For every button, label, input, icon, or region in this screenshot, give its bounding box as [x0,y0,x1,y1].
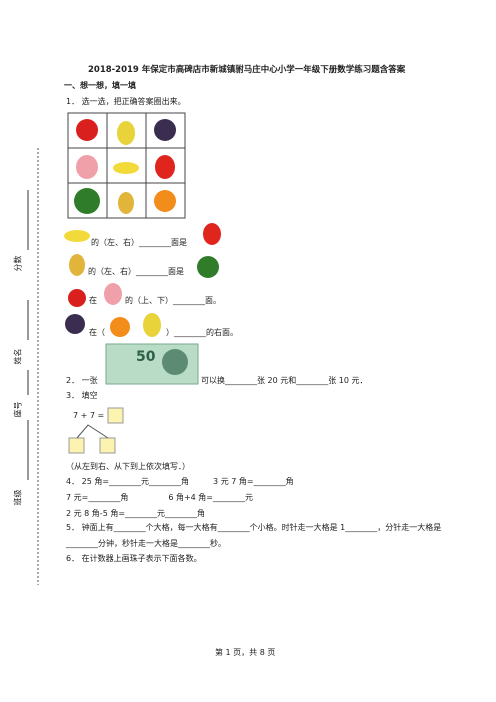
side-label: 班级 [13,489,23,506]
side-label: 姓名 [13,348,23,365]
question: 6． 在计数器上画珠子表示下面各数。 [66,554,202,563]
question: 5． 钟面上有________个大格，每一大格有________个小格。时针走一… [66,523,442,532]
section-heading: 一、想一想，填一填 [64,81,136,90]
question: 2 元 8 角-5 角=________元________角 [66,509,206,518]
side-label: 分数 [13,255,23,272]
question-line: 的（左、右）________面是 [88,267,184,276]
fruit-grid [67,112,186,219]
equation: 7 + 7 = [73,411,105,420]
question: 1． 选一选，把正确答案圈出来。 [66,97,186,106]
answer-boxes [68,407,124,454]
question-line: 的（上、下）________面。 [125,296,221,305]
note: （从左到右、从下到上依次填写．） [66,462,190,471]
fruit-icons [64,119,221,337]
question: 7 元=________角 6 角+4 角=________元 [66,493,254,502]
question: 可以换________张 20 元和________张 10 元． [201,376,368,385]
question: 3． 填空 [66,391,98,400]
question-line: 在 [89,296,97,305]
banknote [105,343,199,385]
doc-title: 2018-2019 年保定市高碑店市新城镇驸马庄中心小学一年级下册数学练习题含答… [88,65,406,75]
banknote-value: 50 [136,349,156,365]
question: 4． 25 角=________元________角 3 元 7 角=_____… [66,477,294,486]
question: ________分钟，秒针走一大格是________秒。 [66,539,226,548]
question-line: 在（ [89,328,105,337]
page-footer: 第 1 页，共 8 页 [215,648,276,657]
question: 2． 一张 [66,376,98,385]
question-line: ）________的右面。 [166,328,238,337]
side-label: 座号 [13,401,23,418]
question-line: 的（左、右）________面是 [91,238,187,247]
